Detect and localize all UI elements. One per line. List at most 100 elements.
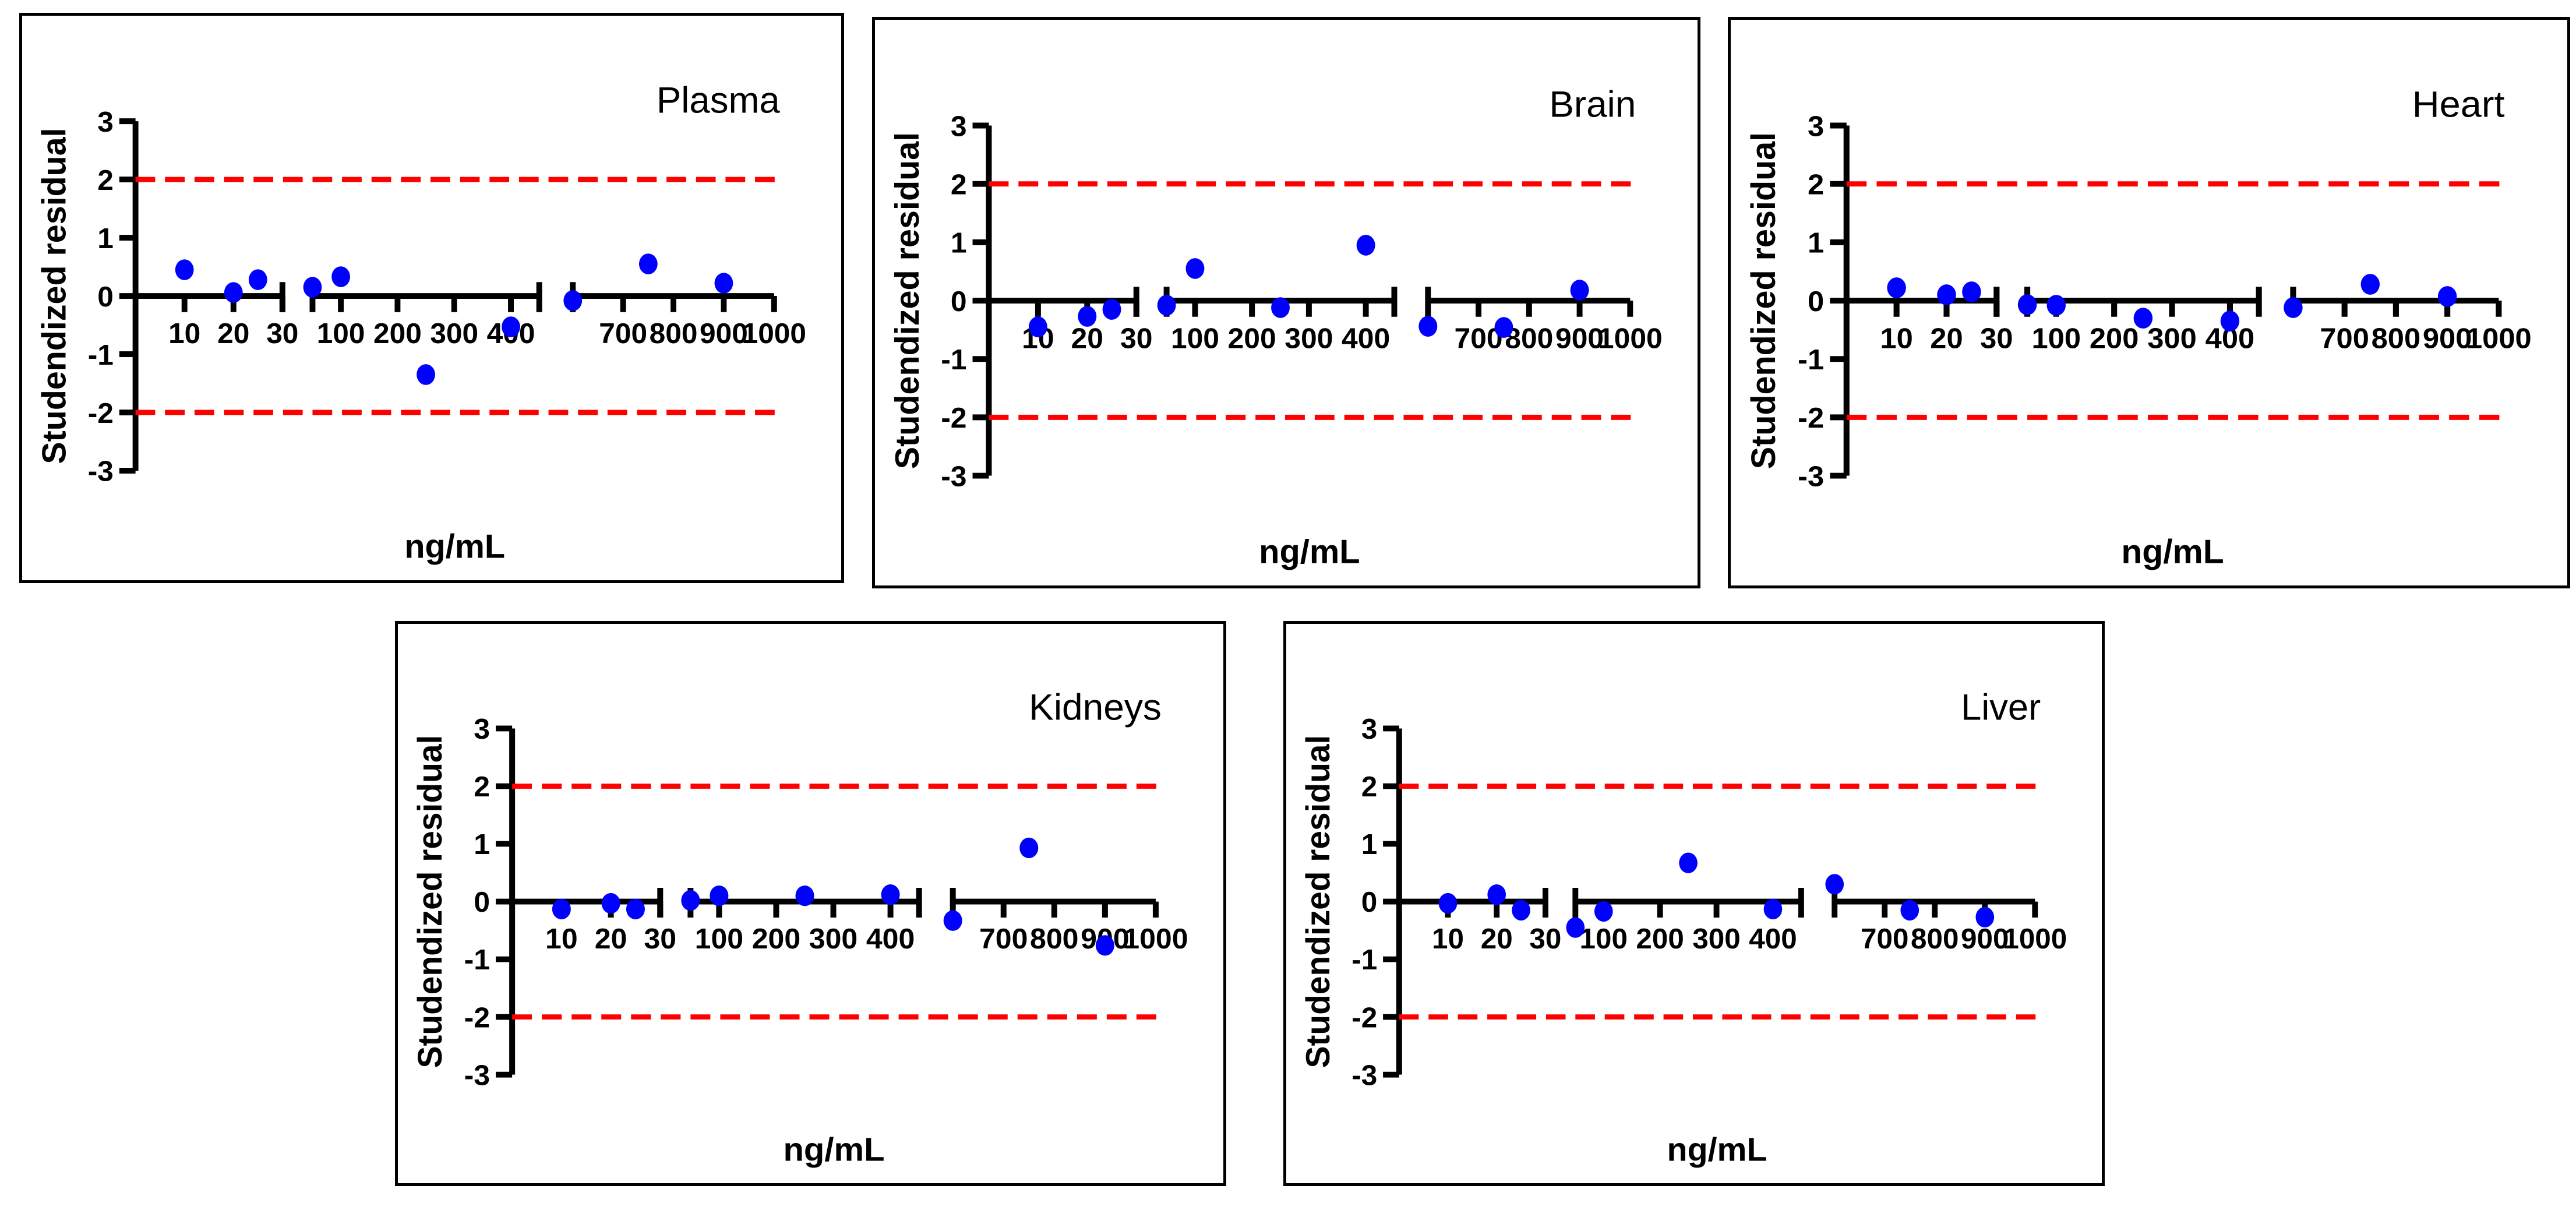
data-point bbox=[1937, 284, 1956, 305]
x-tick-label: 800 bbox=[1911, 923, 1959, 955]
data-point bbox=[2437, 286, 2457, 307]
x-tick-label: 20 bbox=[1481, 923, 1513, 955]
x-tick-label: 400 bbox=[1749, 923, 1797, 955]
data-point bbox=[1185, 258, 1205, 279]
x-tick-label: 30 bbox=[1120, 322, 1152, 354]
x-tick-label: 900 bbox=[2423, 322, 2472, 354]
y-tick-label: -3 bbox=[1351, 1060, 1377, 1092]
y-tick-label: 0 bbox=[97, 280, 114, 313]
y-tick-label: 0 bbox=[1361, 886, 1377, 918]
x-tick-label: 1000 bbox=[2466, 322, 2532, 354]
data-point bbox=[1438, 892, 1458, 914]
x-tick-label: 700 bbox=[2320, 322, 2369, 354]
x-tick-label: 400 bbox=[1342, 322, 1390, 354]
y-tick-label: 3 bbox=[1808, 110, 1824, 142]
x-tick-label: 100 bbox=[695, 923, 743, 954]
data-point bbox=[248, 269, 267, 290]
x-tick-label: 200 bbox=[2090, 322, 2139, 354]
y-tick-label: 0 bbox=[1808, 285, 1824, 317]
x-tick-label: 1000 bbox=[1598, 322, 1663, 354]
data-point bbox=[175, 259, 194, 280]
y-tick-label: -2 bbox=[464, 1002, 490, 1033]
x-tick-label: 1000 bbox=[2003, 923, 2067, 955]
y-tick-label: -3 bbox=[464, 1060, 490, 1091]
data-point bbox=[2133, 308, 2153, 329]
y-tick-label: 3 bbox=[474, 714, 490, 745]
x-tick-label: 20 bbox=[595, 923, 627, 954]
x-tick-label: 300 bbox=[2147, 322, 2197, 354]
data-point bbox=[1679, 852, 1698, 873]
data-point bbox=[2360, 274, 2380, 295]
panel-title: Brain bbox=[1549, 84, 1636, 125]
y-tick-label: -1 bbox=[1798, 344, 1824, 376]
x-tick-label: 20 bbox=[1930, 322, 1963, 354]
x-tick-label: 300 bbox=[1285, 322, 1333, 354]
data-point bbox=[1825, 874, 1844, 895]
y-tick-label: -1 bbox=[941, 343, 966, 376]
data-point bbox=[2017, 294, 2037, 315]
data-point bbox=[795, 886, 814, 906]
panel-kidneys: Kidneys Studendized residual 3 2 1 0 -1 -2 -3 10 2… bbox=[395, 621, 1226, 1186]
panel-plasma: Plasma Studendized residual 3 2 1 0 -1 -2 -3 10 20… bbox=[19, 13, 844, 583]
y-tick-label: 2 bbox=[97, 164, 114, 196]
data-point bbox=[714, 273, 733, 294]
data-point bbox=[563, 290, 583, 311]
data-point bbox=[1271, 297, 1290, 318]
x-tick-label: 30 bbox=[1980, 322, 2013, 354]
data-point bbox=[710, 886, 729, 906]
panel-liver: Liver Studendized residual 3 2 1 0 -1 -2 -3 10 20 3… bbox=[1283, 621, 2105, 1186]
data-point bbox=[1962, 281, 1981, 302]
data-point bbox=[2220, 311, 2240, 331]
y-tick-label: -3 bbox=[1798, 460, 1824, 492]
data-point bbox=[224, 282, 243, 303]
data-point bbox=[1078, 306, 1097, 327]
y-tick-label: -1 bbox=[464, 944, 490, 976]
x-tick-label: 200 bbox=[373, 317, 422, 350]
panel-title: Kidneys bbox=[1029, 687, 1162, 728]
x-tick-label: 800 bbox=[2372, 322, 2421, 354]
data-point bbox=[943, 910, 962, 931]
data-point bbox=[1566, 917, 1585, 938]
data-point bbox=[1418, 316, 1438, 337]
data-point bbox=[1494, 317, 1513, 338]
x-tick-label: 900 bbox=[700, 317, 748, 350]
x-tick-label: 10 bbox=[1880, 322, 1912, 354]
y-axis-label: Studendized residual bbox=[1300, 735, 1337, 1068]
data-point bbox=[1019, 837, 1039, 859]
y-tick-label: 2 bbox=[1361, 771, 1377, 803]
x-tick-label: 300 bbox=[430, 317, 478, 350]
y-tick-label: 1 bbox=[1808, 227, 1824, 259]
panel-title: Plasma bbox=[657, 80, 781, 121]
y-tick-label: -2 bbox=[1351, 1001, 1377, 1033]
data-point bbox=[1487, 884, 1506, 905]
x-tick-label: 30 bbox=[1529, 923, 1561, 955]
y-tick-label: 2 bbox=[474, 771, 490, 803]
data-point bbox=[1512, 899, 1530, 921]
x-tick-label: 20 bbox=[1071, 322, 1103, 354]
x-tick-label: 700 bbox=[979, 923, 1028, 954]
y-axis-label: Studendized residual bbox=[36, 128, 73, 464]
data-point bbox=[1570, 280, 1589, 301]
x-axis-label: ng/mL bbox=[404, 528, 505, 565]
x-tick-label: 300 bbox=[809, 923, 858, 954]
x-axis-label: ng/mL bbox=[1667, 1131, 1767, 1169]
y-tick-label: 1 bbox=[474, 829, 490, 860]
x-tick-label: 800 bbox=[650, 317, 698, 350]
panel-title: Heart bbox=[2412, 83, 2505, 125]
x-tick-label: 200 bbox=[1228, 322, 1276, 354]
y-tick-label: -2 bbox=[941, 401, 966, 434]
data-point bbox=[1095, 935, 1114, 956]
x-tick-label: 10 bbox=[545, 923, 578, 954]
x-tick-label: 100 bbox=[2031, 322, 2081, 354]
x-axis-label: ng/mL bbox=[2121, 533, 2224, 570]
x-tick-label: 1000 bbox=[1123, 923, 1188, 954]
x-tick-label: 10 bbox=[168, 317, 200, 350]
x-tick-label: 300 bbox=[1692, 923, 1740, 955]
x-tick-label: 20 bbox=[217, 317, 249, 350]
x-tick-label: 10 bbox=[1432, 923, 1464, 955]
x-tick-label: 700 bbox=[1861, 923, 1908, 955]
